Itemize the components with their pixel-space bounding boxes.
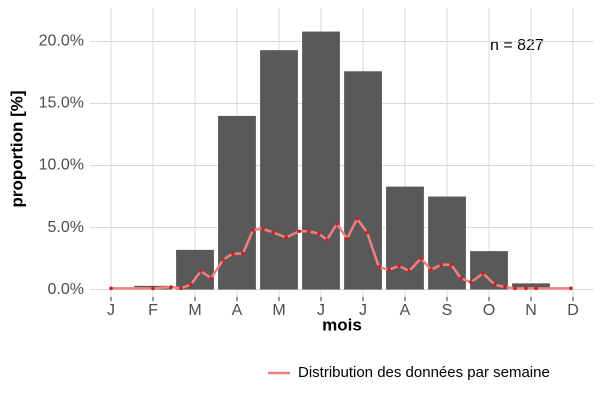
bar [470,251,508,290]
point [151,286,155,291]
point [513,286,517,291]
bar [218,115,256,290]
bar [260,50,298,290]
point [387,267,391,272]
bar [344,71,382,290]
x-tick-label: S [442,302,453,319]
x-tick-label: M [272,302,285,319]
x-tick-label: J [317,302,325,319]
point [297,229,301,234]
point [284,235,288,240]
point [307,229,311,234]
x-tick-label: J [359,302,367,319]
point [503,285,507,289]
y-tick-label: 0.0% [48,281,84,298]
point [569,286,573,291]
point [449,262,454,267]
point [419,256,423,261]
bar [512,283,550,290]
y-axis-label: proportion [%] [7,90,26,207]
point [209,276,213,281]
bar [386,186,424,290]
y-tick-label: 5.0% [48,219,84,236]
bar [428,196,466,290]
point [221,257,225,262]
x-axis-label: mois [322,315,362,334]
x-tick-label: A [232,302,243,319]
point [534,286,538,291]
point [397,264,401,268]
point [493,282,497,287]
x-tick-label: D [567,302,579,319]
point [355,217,359,221]
x-tick-label: N [525,302,537,319]
point [429,267,433,272]
bar [176,249,214,290]
x-tick-label: O [483,302,495,319]
y-tick-label: 20.0% [39,33,84,50]
y-tick-label: 10.0% [39,157,84,174]
y-tick-label: 15.0% [39,95,84,112]
point [261,226,265,231]
point [199,269,203,273]
point [169,285,173,289]
x-tick-label: F [148,302,158,319]
point [365,230,370,235]
point [524,286,528,291]
x-tick-label: A [400,302,411,319]
point [251,228,255,232]
point [345,236,349,241]
point [459,276,463,281]
point [189,282,193,287]
point [377,265,381,270]
bar [302,31,340,290]
x-tick-label: J [107,302,115,319]
x-tick-label: M [188,302,201,319]
point [439,262,443,267]
point [407,269,412,273]
point [271,230,275,235]
point [335,222,339,226]
point [469,280,473,284]
annotation: n = 827 [490,37,544,54]
point [325,238,329,242]
point [231,251,235,256]
legend-label: Distribution des données par semaine [298,364,550,381]
point [481,271,485,276]
point [179,286,183,291]
point [109,286,113,291]
point [241,251,245,256]
point [317,231,321,236]
